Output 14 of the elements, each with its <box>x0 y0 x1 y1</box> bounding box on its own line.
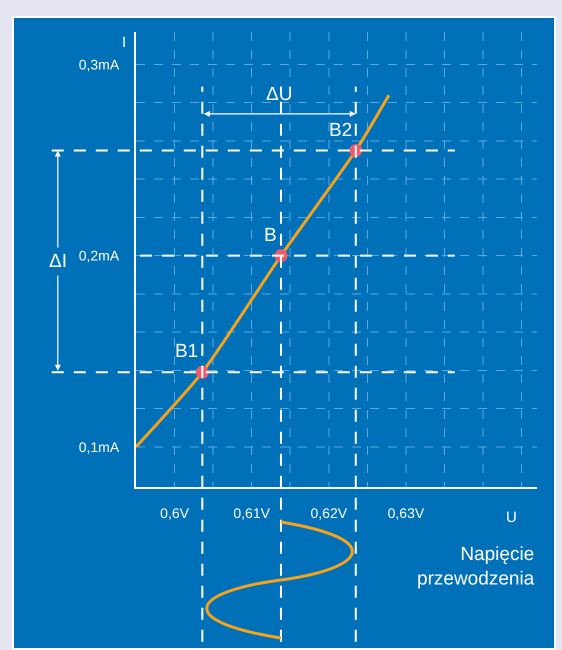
text: Napięcie przewodzenia <box>417 544 535 590</box>
text: ΔI <box>49 251 67 272</box>
x-tick-label: 0,63V <box>388 504 425 521</box>
annotation: B <box>264 225 277 246</box>
y-axis-title: I <box>122 34 126 51</box>
x-tick-label: 0,6V <box>160 504 190 521</box>
y-tick-label: 0,1mA <box>78 438 120 455</box>
annotation: B2 <box>329 120 352 141</box>
x-tick-label: 0,62V <box>310 504 348 521</box>
y-tick-label: 0,2mA <box>78 248 120 264</box>
annotation: B1 <box>175 341 198 362</box>
x-tick-label: 0,61V <box>233 504 271 521</box>
x-axis-title: U <box>506 509 517 526</box>
y-tick-label: 0,3mA <box>78 56 120 72</box>
